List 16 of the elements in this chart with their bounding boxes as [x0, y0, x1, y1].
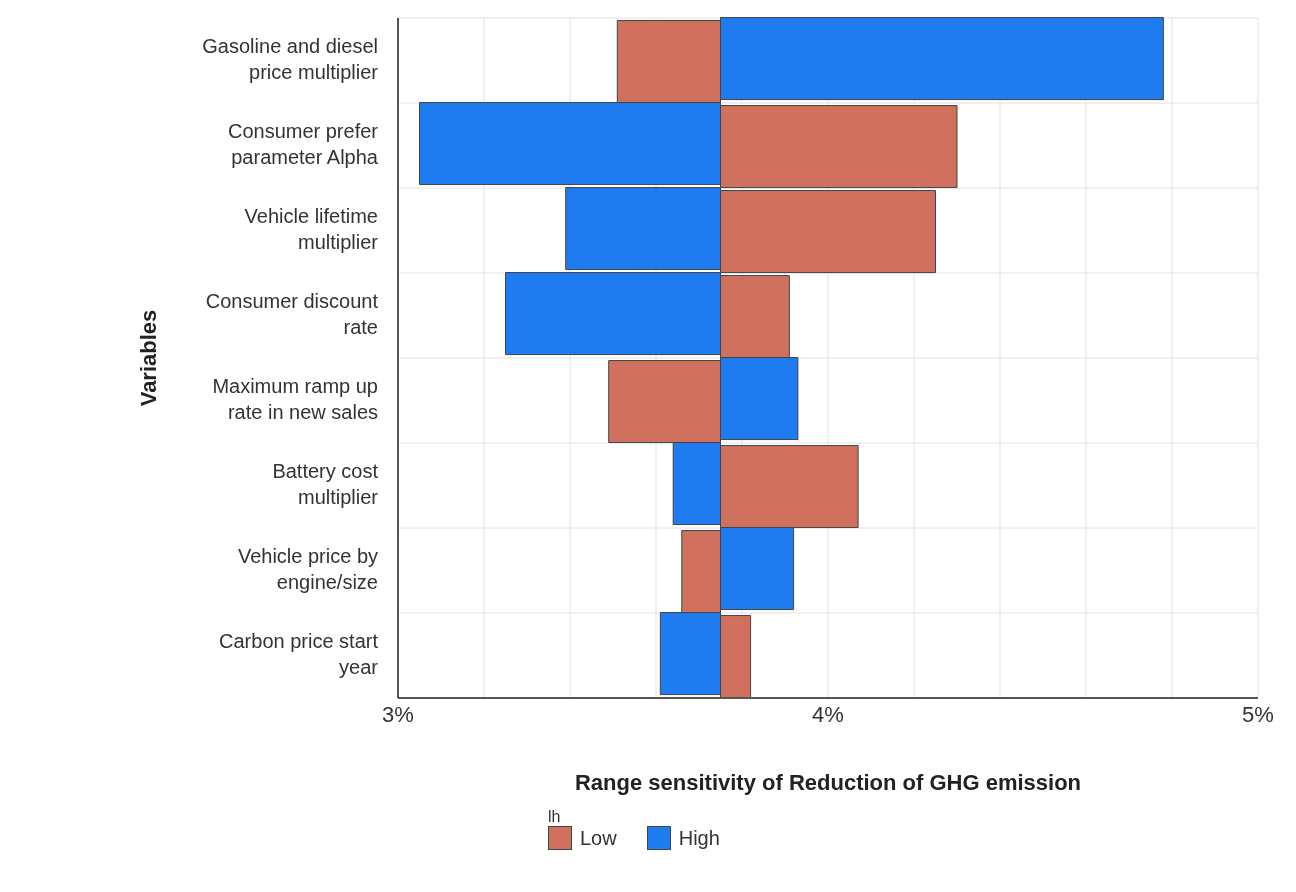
legend-title: lh	[548, 808, 562, 826]
y-tick-label: Maximum ramp up rate in new sales	[212, 374, 378, 423]
x-axis-title: Range sensitivity of Reduction of GHG emission	[574, 770, 1082, 795]
x-tick-label: 3%	[382, 701, 414, 727]
y-tick-label: Gasoline and diesel price multiplier	[202, 34, 379, 83]
legend-label: Low	[580, 826, 617, 850]
y-tick-label: Vehicle price by engine/size	[237, 544, 378, 593]
y-tick-label: Consumer prefer parameter Alpha	[227, 119, 379, 168]
y-tick-label: Carbon price start year	[219, 629, 379, 678]
y-tick-label: Consumer discount rate	[205, 289, 379, 338]
y-tick-label: Vehicle lifetime multiplier	[244, 204, 379, 253]
x-tick-label: 5%	[1242, 701, 1274, 727]
y-axis-title: Variables	[135, 309, 161, 407]
legend-label: High	[678, 826, 720, 850]
x-tick-label: 4%	[812, 701, 844, 727]
y-tick-label: Battery cost multiplier	[272, 459, 379, 508]
